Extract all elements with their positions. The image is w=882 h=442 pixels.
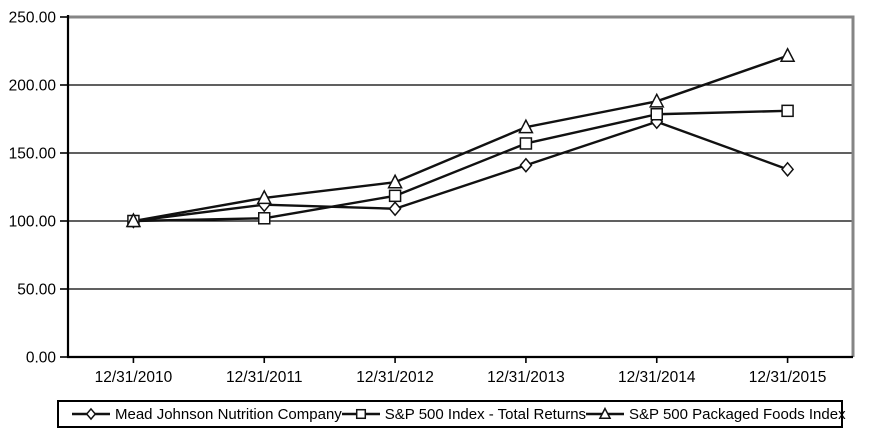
line-chart: 0.00 50.00 100.00 150.00 200.00 250.00 12/31/2… xyxy=(9,10,855,386)
y-tick-label: 100.00 xyxy=(9,214,57,231)
y-tick-label: 0.00 xyxy=(26,350,57,367)
square-marker xyxy=(355,408,366,420)
legend-square-marker xyxy=(341,408,380,420)
y-tick-label: 50.00 xyxy=(17,282,56,299)
square-marker xyxy=(650,107,663,121)
legend-item-s-p-500-packaged-foods-index: S&P 500 Packaged Foods Index xyxy=(586,406,846,423)
legend-item-s-p-500-index-total-returns: S&P 500 Index - Total Returns xyxy=(341,405,587,423)
triangle-marker xyxy=(598,406,612,420)
diamond-marker xyxy=(85,407,97,421)
y-tick-label: 200.00 xyxy=(9,78,57,95)
x-tick-label: 12/31/2013 xyxy=(487,369,565,386)
legend-triangle-marker xyxy=(586,406,625,420)
plot-border xyxy=(68,15,855,357)
x-tick-label: 12/31/2014 xyxy=(618,369,696,386)
diamond-marker xyxy=(519,157,533,173)
square-marker xyxy=(781,104,794,118)
series-line-mead-johnson-nutrition-company xyxy=(133,120,788,223)
series-line-s-p-500-packaged-foods-index xyxy=(133,54,788,223)
chart-legend: Mead Johnson Nutrition Company S&P 500 In… xyxy=(57,400,846,428)
triangle-marker xyxy=(387,173,403,189)
x-tick-label: 12/31/2011 xyxy=(226,369,302,386)
square-marker xyxy=(388,189,402,203)
triangle-marker xyxy=(256,189,272,205)
legend-diamond-marker xyxy=(72,407,110,421)
series-line-s-p-500-index-total-returns xyxy=(133,109,788,223)
triangle-marker xyxy=(125,212,142,228)
triangle-marker xyxy=(649,92,665,108)
x-tick-label: 12/31/2010 xyxy=(95,369,173,386)
x-tick-label: 12/31/2012 xyxy=(356,369,434,386)
legend-item-mead-johnson-nutrition-company: Mead Johnson Nutrition Company xyxy=(72,406,342,423)
x-tick-label: 12/31/2015 xyxy=(749,369,827,386)
legend-label: S&P 500 Index - Total Returns xyxy=(384,405,587,423)
triangle-marker xyxy=(779,47,796,63)
square-marker xyxy=(258,212,271,225)
square-marker xyxy=(519,137,533,150)
y-tick-label: 250.00 xyxy=(9,10,57,27)
diamond-marker xyxy=(388,201,402,217)
legend-label: S&P 500 Packaged Foods Index xyxy=(629,405,846,423)
y-tick-label: 150.00 xyxy=(9,146,57,163)
legend-label: Mead Johnson Nutrition Company xyxy=(115,405,342,423)
diamond-marker xyxy=(781,161,795,177)
triangle-marker xyxy=(518,118,534,134)
